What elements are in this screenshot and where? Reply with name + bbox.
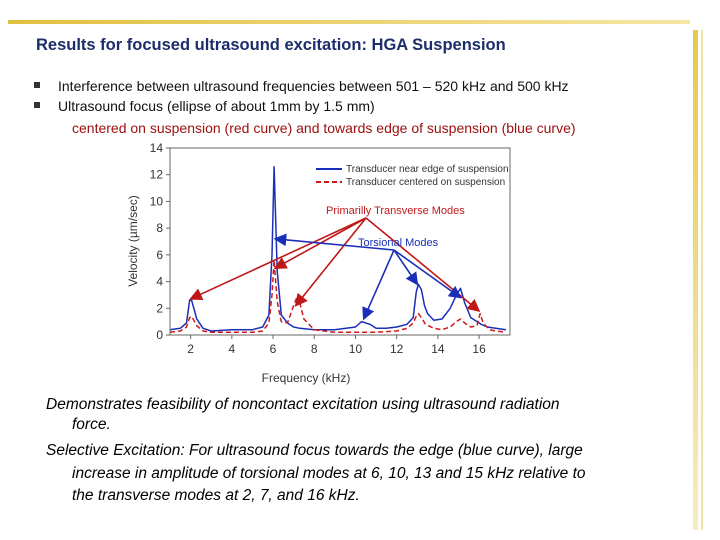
transverse-arrow xyxy=(294,217,367,307)
legend-label-centered: Transducer centered on suspension xyxy=(346,177,505,188)
bullet-2-text: Ultrasound focus (ellipse of about 1mm b… xyxy=(58,98,375,114)
conclusion-line-2: force. xyxy=(72,416,111,433)
conclusion-line-1: Demonstrates feasibility of noncontact e… xyxy=(46,396,560,413)
x-axis-label: Frequency (kHz) xyxy=(262,371,351,385)
conclusion-line-4: increase in amplitude of torsional modes… xyxy=(72,465,586,482)
y-tick-label: 10 xyxy=(150,194,164,208)
right-accent-bar xyxy=(693,30,698,530)
y-tick-label: 14 xyxy=(150,141,164,155)
y-tick-label: 12 xyxy=(150,168,164,182)
y-tick-label: 0 xyxy=(156,328,163,342)
velocity-frequency-chart: 0 2 4 6 8 10 12 14 2 4 6 8 10 12 14 16 Transducer near … xyxy=(126,141,511,385)
conclusion-line-5: the transverse modes at 2, 7, and 16 kHz… xyxy=(72,487,360,504)
bullet-1-text: Interference between ultrasound frequenc… xyxy=(58,78,569,94)
conclusion-line-3: Selective Excitation: For ultrasound foc… xyxy=(46,442,583,459)
plot-frame xyxy=(169,147,511,336)
x-tick-label: 10 xyxy=(349,342,363,356)
slide-title: Results for focused ultrasound excitatio… xyxy=(36,36,506,54)
annotation-transverse-modes: Primarilly Transverse Modes xyxy=(326,205,465,217)
y-tick-label: 6 xyxy=(156,248,163,262)
bullet-marker xyxy=(34,82,40,88)
torsional-arrow xyxy=(393,249,462,299)
bullet-marker xyxy=(34,102,40,108)
torsional-arrow xyxy=(273,233,395,251)
y-axis-label: Velocity (µm/sec) xyxy=(126,195,140,287)
legend-label-edge: Transducer near edge of suspension xyxy=(346,164,509,175)
annotation-torsional-modes: Torsional Modes xyxy=(358,237,439,249)
y-tick-label: 4 xyxy=(156,275,163,289)
x-tick-label: 14 xyxy=(431,342,445,356)
x-tick-label: 6 xyxy=(270,342,277,356)
y-tick-label: 8 xyxy=(156,221,163,235)
x-tick-label: 8 xyxy=(311,342,318,356)
y-tick-label: 2 xyxy=(156,301,163,315)
top-accent-bar xyxy=(8,20,690,24)
chart-legend: Transducer near edge of suspension Trans… xyxy=(316,164,509,188)
torsional-arrow xyxy=(393,249,419,286)
x-tick-label: 4 xyxy=(228,342,235,356)
series-line-centered xyxy=(169,259,506,334)
x-tick-label: 16 xyxy=(472,342,486,356)
x-tick-label: 12 xyxy=(390,342,404,356)
x-tick-label: 2 xyxy=(187,342,194,356)
bullet-2-subtext: centered on suspension (red curve) and t… xyxy=(72,120,576,136)
right-accent-line xyxy=(701,30,703,530)
torsional-arrow xyxy=(362,249,395,321)
series-line-edge xyxy=(169,165,507,332)
